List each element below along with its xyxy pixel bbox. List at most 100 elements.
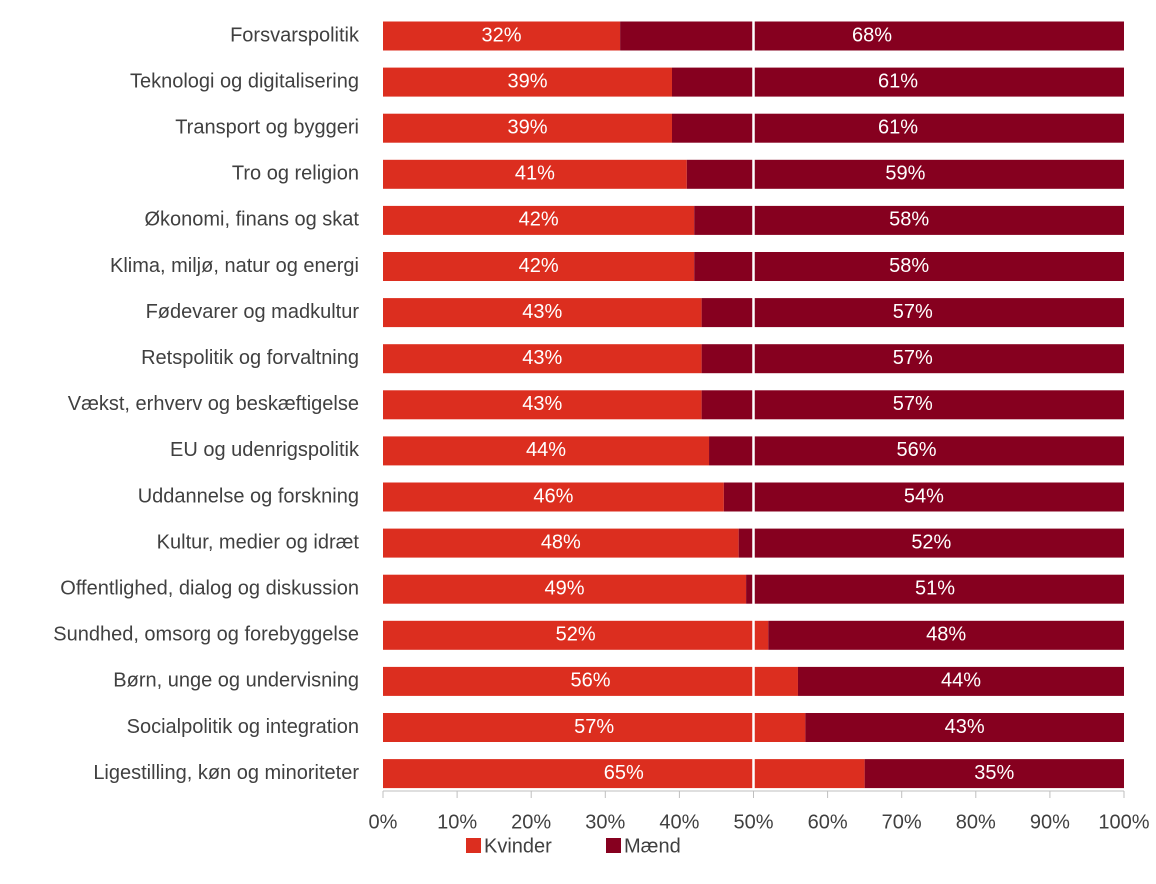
legend-swatch xyxy=(606,838,621,853)
category-label: Retspolitik og forvaltning xyxy=(141,347,359,369)
x-tick-label: 0% xyxy=(369,811,398,833)
bar-segment xyxy=(805,713,1124,742)
value-label: 39% xyxy=(507,70,547,92)
bar-segment xyxy=(864,759,1124,789)
value-label: 41% xyxy=(515,163,555,185)
category-label: Fødevarer og madkultur xyxy=(146,301,360,323)
bar-segment xyxy=(383,21,621,51)
x-tick-label: 70% xyxy=(882,811,922,833)
value-label: 48% xyxy=(926,624,966,646)
bar-segment xyxy=(671,113,1124,143)
bar-segment xyxy=(738,528,1124,558)
x-tick-label: 90% xyxy=(1030,811,1070,833)
value-label: 39% xyxy=(507,116,547,138)
category-label: Offentlighed, dialog og diskussion xyxy=(60,577,359,599)
bar-segment xyxy=(383,713,806,742)
x-tick-label: 60% xyxy=(808,811,848,833)
bar-segment xyxy=(746,574,1124,604)
value-label: 58% xyxy=(889,255,929,277)
category-label: Uddannelse og forskning xyxy=(138,485,359,507)
x-tick-label: 80% xyxy=(956,811,996,833)
category-label: Forsvarspolitik xyxy=(230,24,360,46)
value-label: 49% xyxy=(545,577,585,599)
bar-segment xyxy=(671,67,1124,97)
value-label: 68% xyxy=(852,24,892,46)
bar-segment xyxy=(701,344,1124,374)
bar-segment xyxy=(709,436,1124,466)
bar-segment xyxy=(383,620,769,650)
bar-segment xyxy=(383,67,672,97)
value-label: 35% xyxy=(974,762,1014,784)
value-label: 48% xyxy=(541,531,581,553)
value-label: 44% xyxy=(526,439,566,461)
category-label: Vækst, erhverv og beskæftigelse xyxy=(68,393,359,415)
legend-swatch xyxy=(466,838,481,853)
x-tick-label: 20% xyxy=(511,811,551,833)
value-label: 52% xyxy=(556,624,596,646)
x-tick-label: 50% xyxy=(733,811,773,833)
value-label: 57% xyxy=(893,347,933,369)
value-label: 42% xyxy=(519,209,559,231)
bar-segment xyxy=(383,205,695,235)
value-label: 42% xyxy=(519,255,559,277)
category-label: EU og udenrigspolitik xyxy=(170,439,360,461)
value-label: 52% xyxy=(911,531,951,553)
x-tick-label: 10% xyxy=(437,811,477,833)
bar-segment xyxy=(383,759,865,789)
value-label: 43% xyxy=(522,301,562,323)
value-label: 43% xyxy=(522,347,562,369)
value-label: 59% xyxy=(885,163,925,185)
value-label: 51% xyxy=(915,577,955,599)
value-label: 56% xyxy=(570,670,610,692)
value-label: 57% xyxy=(893,301,933,323)
value-label: 43% xyxy=(522,393,562,415)
value-label: 61% xyxy=(878,116,918,138)
bar-segment xyxy=(694,205,1124,235)
bar-segment xyxy=(383,344,702,374)
value-label: 61% xyxy=(878,70,918,92)
category-label: Teknologi og digitalisering xyxy=(130,70,359,92)
bar-segment xyxy=(701,390,1124,420)
category-label: Socialpolitik og integration xyxy=(127,716,359,738)
bar-segment xyxy=(797,666,1124,696)
value-label: 43% xyxy=(945,716,985,738)
bar-segment xyxy=(383,666,798,696)
category-label: Transport og byggeri xyxy=(175,116,359,138)
category-label: Børn, unge og undervisning xyxy=(113,670,359,692)
bar-segment xyxy=(383,159,687,189)
bar-segment xyxy=(686,159,1124,189)
value-label: 32% xyxy=(482,24,522,46)
x-tick-label: 30% xyxy=(585,811,625,833)
value-label: 57% xyxy=(574,716,614,738)
bar-segment xyxy=(383,113,672,143)
bar-segment xyxy=(383,436,710,466)
bar-segment xyxy=(383,252,695,281)
category-label: Kultur, medier og idræt xyxy=(157,531,360,553)
bar-segment xyxy=(723,482,1124,512)
bar-segment xyxy=(620,21,1124,51)
category-label: Økonomi, finans og skat xyxy=(144,209,359,231)
bar-segment xyxy=(768,620,1124,650)
bar-segment xyxy=(383,298,702,328)
bar-segment xyxy=(383,390,702,420)
value-label: 56% xyxy=(897,439,937,461)
category-label: Klima, miljø, natur og energi xyxy=(110,255,359,277)
value-label: 44% xyxy=(941,670,981,692)
value-label: 46% xyxy=(533,485,573,507)
value-label: 58% xyxy=(889,209,929,231)
value-label: 57% xyxy=(893,393,933,415)
x-tick-label: 40% xyxy=(659,811,699,833)
bar-segment xyxy=(383,528,739,558)
value-label: 54% xyxy=(904,485,944,507)
category-label: Sundhed, omsorg og forebyggelse xyxy=(53,624,359,646)
bar-segment xyxy=(383,574,747,604)
category-label: Ligestilling, køn og minoriteter xyxy=(93,762,359,784)
legend-label: Kvinder xyxy=(484,835,552,857)
x-tick-label: 100% xyxy=(1098,811,1149,833)
bar-segment xyxy=(694,252,1124,281)
value-label: 65% xyxy=(604,762,644,784)
bar-segment xyxy=(701,298,1124,328)
category-label: Tro og religion xyxy=(232,163,359,185)
bar-segment xyxy=(383,482,724,512)
